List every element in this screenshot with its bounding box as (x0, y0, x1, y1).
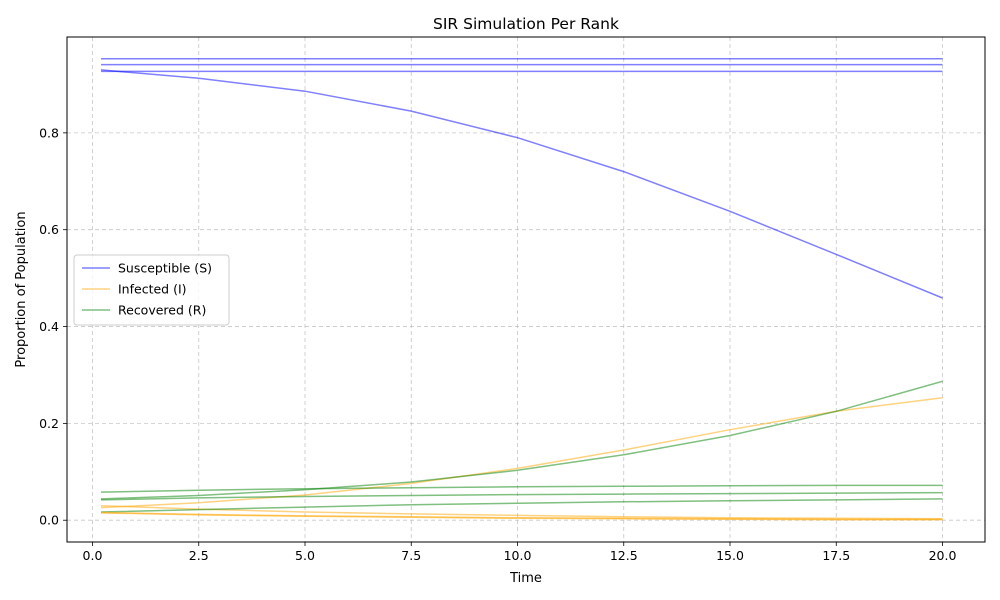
y-tick-label: 0.0 (39, 513, 59, 528)
series-line-s (100, 69, 943, 299)
series-line-r (100, 498, 943, 513)
x-tick-label: 0.0 (83, 548, 103, 563)
series-lines (100, 58, 943, 521)
series-line-r (100, 380, 943, 500)
y-tick-label: 0.4 (39, 319, 59, 334)
x-tick-label: 5.0 (295, 548, 315, 563)
legend-label-i: Infected (I) (118, 282, 187, 297)
legend-label-s: Susceptible (S) (118, 261, 212, 276)
x-tick-label: 20.0 (929, 548, 957, 563)
y-tick-label: 0.2 (39, 416, 59, 431)
y-tick-label: 0.8 (39, 125, 59, 140)
legend-box (73, 254, 230, 326)
y-axis-title: Proportion of Population (14, 211, 29, 367)
series-line-i (100, 512, 943, 521)
x-tick-label: 10.0 (504, 548, 532, 563)
legend: Susceptible (S) Infected (I) Recovered (R) (73, 254, 230, 326)
x-tick-label: 7.5 (401, 548, 421, 563)
series-line-r (100, 484, 943, 493)
x-axis-title: Time (509, 571, 542, 586)
series-line-i (100, 396, 943, 509)
plot-frame (66, 36, 986, 543)
legend-label-r: Recovered (R) (118, 303, 206, 318)
series-line-r (100, 491, 943, 501)
x-tick-label: 12.5 (610, 548, 638, 563)
chart-title: SIR Simulation Per Rank (433, 15, 619, 33)
y-tick-label: 0.6 (39, 222, 59, 237)
axis-ticks: 0.0 2.5 5.0 7.5 10.0 12.5 15.0 17.5 20.0 0.0 0.2 0.… (39, 125, 956, 563)
x-tick-label: 2.5 (189, 548, 209, 563)
x-tick-label: 17.5 (822, 548, 850, 563)
x-tick-label: 15.0 (716, 548, 744, 563)
series-line-i (100, 504, 943, 520)
